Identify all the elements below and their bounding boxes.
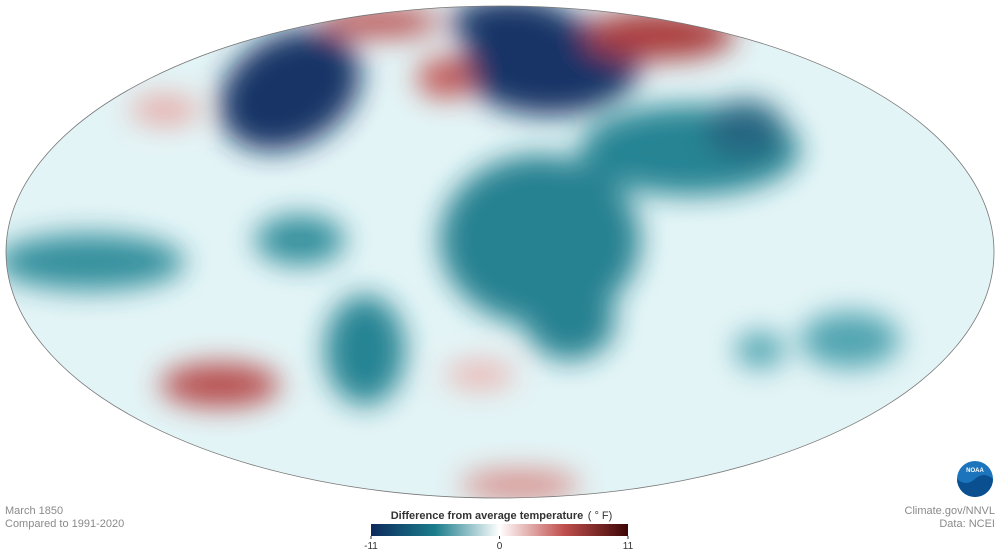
globe-outline	[5, 5, 995, 499]
tick-label: 0	[497, 541, 503, 552]
tick-label: -11	[364, 541, 378, 552]
credit: Climate.gov/NNVL	[905, 505, 995, 517]
logo-text: NOAA	[966, 468, 984, 474]
baseline: Compared to 1991-2020	[5, 518, 124, 530]
date: March 1850	[5, 505, 63, 517]
source: Data: NCEI	[939, 518, 995, 530]
noaa-logo: NOAA	[957, 461, 993, 497]
color-bar	[371, 524, 628, 536]
legend: Difference from average temperature ( ° …	[364, 510, 633, 552]
legend-unit: ( ° F)	[588, 510, 613, 522]
legend-title: Difference from average temperature	[391, 510, 584, 522]
tick-label: 11	[623, 541, 634, 552]
